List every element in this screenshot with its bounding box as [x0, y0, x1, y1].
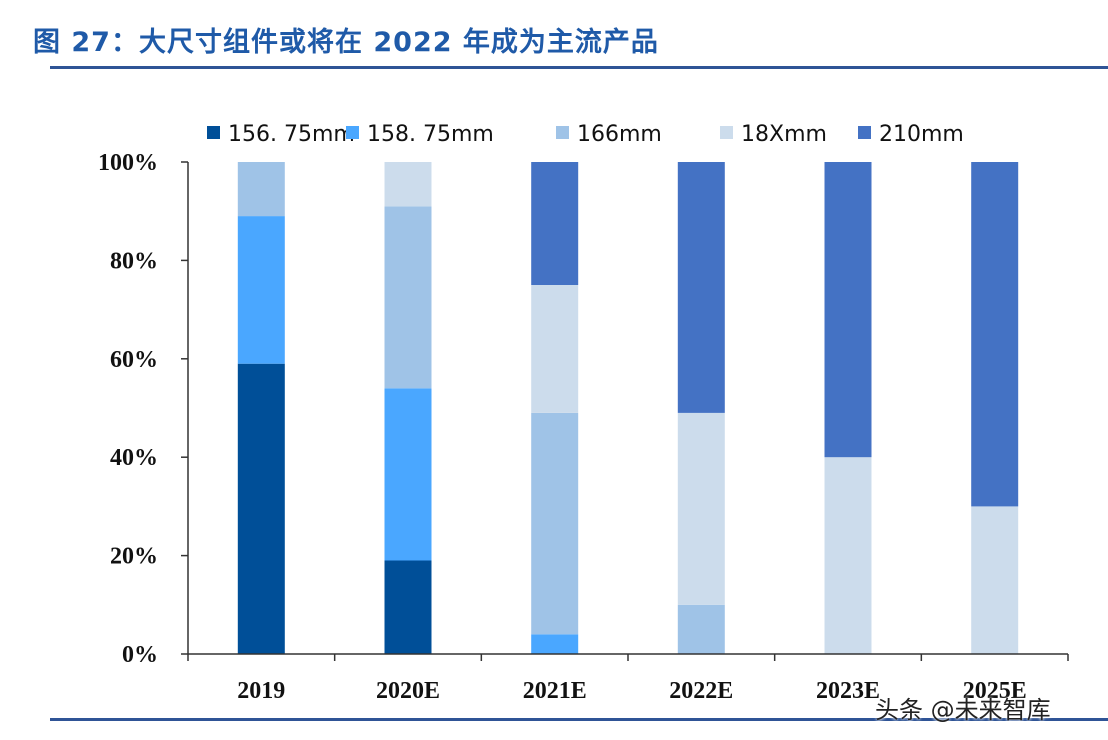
y-tick-label: 60% — [110, 347, 158, 373]
bottom-rule — [50, 718, 1108, 721]
bar-segment — [384, 206, 432, 389]
bar-segment — [531, 162, 579, 285]
legend-label: 166mm — [577, 122, 662, 147]
bar-segment — [384, 162, 432, 207]
x-tick-label: 2021E — [523, 678, 587, 704]
y-tick-label: 0% — [122, 642, 158, 668]
bar-segment — [677, 162, 725, 413]
legend-swatch — [346, 126, 359, 139]
bar-segment — [824, 162, 872, 458]
bar-segment — [677, 604, 725, 654]
legend-label: 158. 75mm — [367, 122, 494, 147]
bar-segment — [237, 162, 285, 217]
y-tick-label: 20% — [110, 544, 158, 570]
x-tick-label: 2022E — [669, 678, 733, 704]
bar-segment — [531, 634, 579, 654]
chart-axes: 2019 2020E 2021E 2022E 2023E 2025E 0% 20% 40% 60%… — [98, 150, 1069, 704]
x-tick-label: 2023E — [816, 678, 880, 704]
legend-label: 18Xmm — [741, 122, 827, 147]
bar-segment — [384, 388, 432, 561]
legend-label: 210mm — [879, 122, 964, 147]
x-tick-label: 2019 — [237, 678, 285, 704]
legend-swatch — [720, 126, 733, 139]
chart-legend: 156. 75mm 158. 75mm 166mm 18Xmm 210mm — [207, 122, 964, 147]
bar-segment — [531, 285, 579, 413]
figure-title: 图 27：大尺寸组件或将在 2022 年成为主流产品 — [33, 27, 659, 58]
y-tick-label: 40% — [110, 445, 158, 471]
bar-segment — [384, 560, 432, 654]
bar-segment — [677, 412, 725, 605]
bar-segment — [531, 412, 579, 635]
chart-bars — [237, 162, 1019, 654]
y-tick-label: 80% — [110, 248, 158, 274]
x-tick-label: 2025E — [963, 678, 1027, 704]
bar-segment — [824, 457, 872, 654]
x-tick-label: 2020E — [376, 678, 440, 704]
y-tick-label: 100% — [98, 150, 158, 176]
bar-segment — [237, 216, 285, 364]
legend-swatch — [858, 126, 871, 139]
legend-label: 156. 75mm — [228, 122, 355, 147]
watermark-text: 头条 @未来智库 — [875, 696, 1051, 724]
legend-swatch — [207, 126, 220, 139]
top-rule — [50, 66, 1108, 69]
legend-swatch — [556, 126, 569, 139]
bar-segment — [971, 506, 1019, 654]
bar-segment — [237, 363, 285, 654]
bar-segment — [971, 162, 1019, 507]
